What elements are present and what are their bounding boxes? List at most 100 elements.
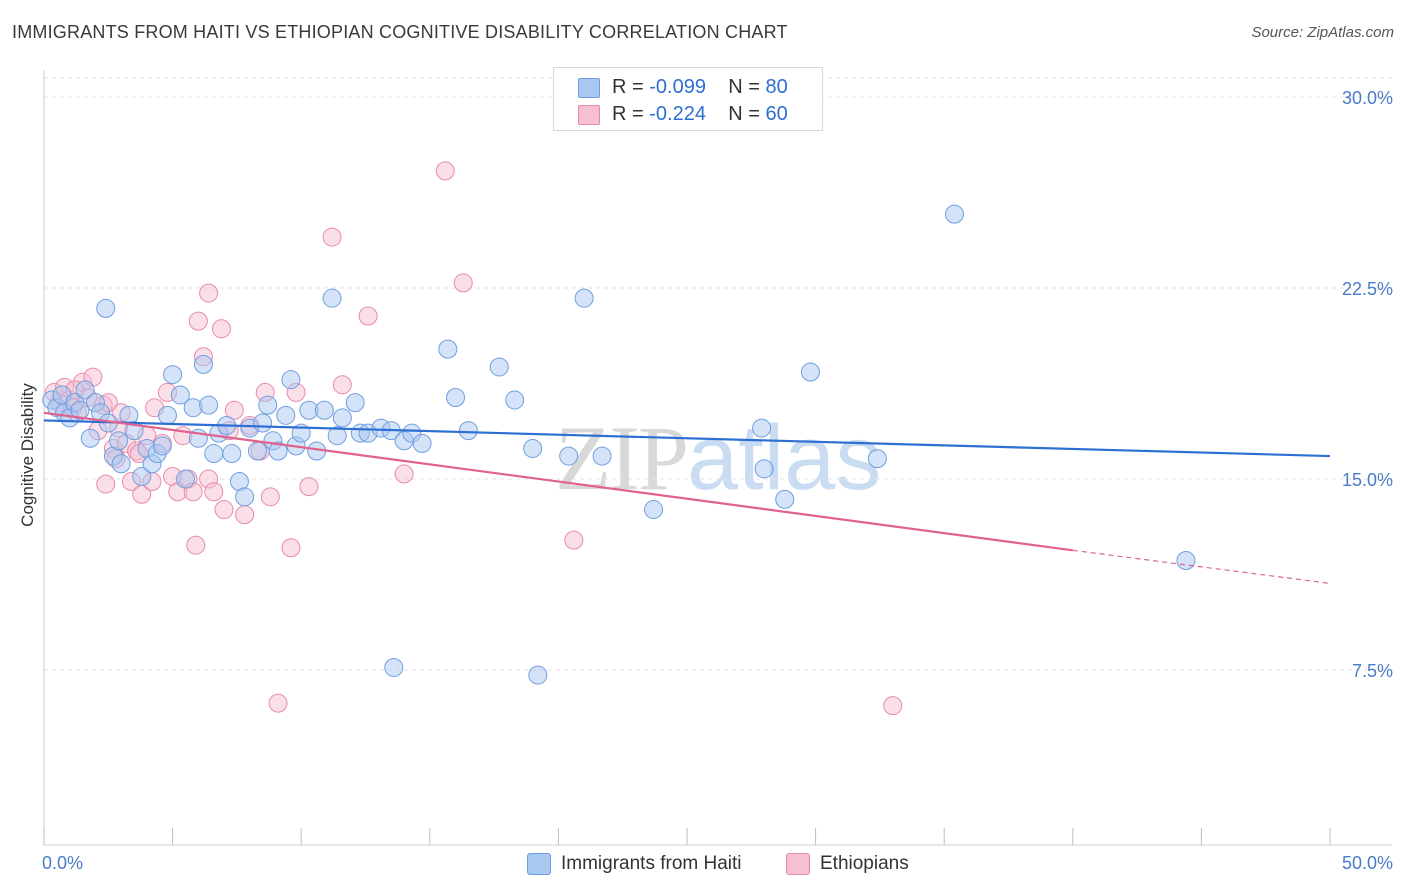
haiti-point: [109, 431, 129, 451]
ethiopians-point: [268, 693, 288, 713]
legend-ethiopians[interactable]: Ethiopians: [786, 852, 909, 876]
legend-haiti-swatch: [527, 852, 551, 875]
y-tick-label: 15.0%: [1342, 470, 1393, 490]
haiti-point: [152, 436, 172, 456]
y-tick-label: 22.5%: [1342, 279, 1393, 299]
haiti-point: [111, 454, 131, 474]
haiti-points: [42, 204, 1196, 685]
legend-ethiopians-swatch: [786, 852, 810, 875]
haiti-point: [438, 339, 458, 359]
eth-r-label: R =: [612, 103, 644, 125]
haiti-n-label: N =: [728, 76, 760, 98]
chart-title: IMMIGRANTS FROM HAITI VS ETHIOPIAN COGNI…: [12, 22, 788, 42]
ethiopians-trend-line: [43, 411, 1073, 552]
ethiopians-point: [332, 375, 352, 395]
ethiopians-point: [394, 464, 414, 484]
haiti-point: [446, 388, 466, 408]
haiti-point: [800, 362, 820, 382]
haiti-point: [80, 428, 100, 448]
ethiopians-point: [96, 474, 116, 494]
ethiopians-trend-extension: [1072, 549, 1331, 585]
haiti-point: [96, 298, 116, 318]
ethiopians-point: [188, 311, 208, 331]
haiti-point: [574, 288, 594, 308]
ethiopians-point: [453, 273, 473, 293]
haiti-point: [199, 395, 219, 415]
haiti-point: [132, 466, 152, 486]
haiti-point: [327, 426, 347, 446]
haiti-point: [235, 487, 255, 507]
haiti-point: [412, 433, 432, 453]
haiti-point: [314, 400, 334, 420]
eth-r-value: -0.224: [649, 103, 706, 125]
haiti-point: [592, 446, 612, 466]
ethiopians-point: [224, 400, 244, 420]
haiti-point: [70, 400, 90, 420]
haiti-point: [163, 365, 183, 385]
haiti-point: [559, 446, 579, 466]
y-tick-label: 30.0%: [1342, 88, 1393, 108]
legend-haiti[interactable]: Immigrants from Haiti: [527, 852, 742, 876]
haiti-point: [258, 395, 278, 415]
ethiopians-point: [883, 696, 903, 716]
haiti-swatch: [578, 78, 600, 98]
haiti-r-label: R =: [612, 76, 644, 98]
ethiopians-point: [299, 477, 319, 497]
haiti-point: [268, 441, 288, 461]
grid-lines: [44, 77, 1392, 671]
haiti-point: [193, 354, 213, 374]
ethiopians-swatch: [578, 105, 600, 125]
haiti-point: [157, 405, 177, 425]
haiti-point: [505, 390, 525, 410]
ethiopians-point: [435, 161, 455, 181]
haiti-point: [867, 449, 887, 469]
ethiopians-point: [211, 319, 231, 339]
ethiopians-point: [235, 505, 255, 525]
stats-box: R = -0.099 N = 80 R = -0.224 N = 60: [553, 67, 823, 131]
haiti-point: [204, 444, 224, 464]
legend-haiti-label: Immigrants from Haiti: [561, 853, 742, 874]
ethiopians-point: [204, 482, 224, 502]
axes: [43, 70, 1392, 846]
haiti-point: [170, 385, 190, 405]
haiti-point: [276, 405, 296, 425]
ethiopians-point: [260, 487, 280, 507]
haiti-point: [322, 288, 342, 308]
haiti-point: [345, 393, 365, 413]
haiti-trend-line: [43, 419, 1331, 458]
haiti-point: [384, 657, 404, 677]
haiti-point: [754, 459, 774, 479]
haiti-point: [332, 408, 352, 428]
haiti-r-value: -0.099: [649, 76, 706, 98]
ethiopians-point: [281, 538, 301, 558]
x-tick-label-min: 0.0%: [42, 853, 83, 873]
haiti-point: [1176, 550, 1196, 570]
ethiopians-point: [322, 227, 342, 247]
tick-labels: 7.5% 15.0% 22.5% 30.0% 0.0% 50.0%: [42, 88, 1393, 873]
haiti-point: [944, 204, 964, 224]
y-tick-label: 7.5%: [1352, 661, 1393, 681]
ethiopians-point: [214, 500, 234, 520]
haiti-point: [528, 665, 548, 685]
ethiopians-point: [199, 283, 219, 303]
eth-n-label: N =: [728, 103, 760, 125]
haiti-point: [775, 489, 795, 509]
ethiopians-point: [186, 535, 206, 555]
haiti-point: [175, 469, 195, 489]
haiti-point: [458, 421, 478, 441]
haiti-point: [253, 413, 273, 433]
ethiopians-point: [564, 530, 584, 550]
haiti-point: [644, 500, 664, 520]
eth-n-value: 60: [765, 103, 788, 125]
haiti-point: [281, 370, 301, 390]
trend-lines: [43, 411, 1331, 585]
haiti-point: [75, 380, 95, 400]
haiti-point: [489, 357, 509, 377]
haiti-point: [752, 418, 772, 438]
legend-ethiopians-label: Ethiopians: [820, 853, 909, 874]
haiti-point: [247, 441, 267, 461]
haiti-point: [222, 444, 242, 464]
source-credit: Source: ZipAtlas.com: [1251, 24, 1394, 41]
haiti-n-value: 80: [765, 76, 788, 98]
